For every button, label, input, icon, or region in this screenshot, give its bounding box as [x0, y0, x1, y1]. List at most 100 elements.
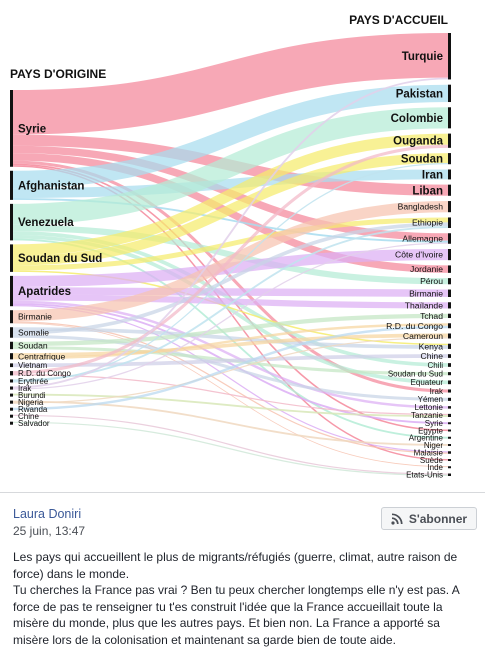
destination-bar-egypte: [448, 429, 451, 432]
origin-bar-afghanistan: [10, 170, 13, 200]
origin-bar-soudan: [10, 341, 13, 350]
origin-bar-venezuela: [10, 203, 13, 241]
flow-apatrides-to-cote-d-ivoire: [12, 249, 449, 288]
destination-label-soudan-du-sud: Soudan du Sud: [388, 369, 443, 378]
follow-button-label: S'abonner: [408, 511, 468, 526]
destination-label-chili: Chili: [427, 361, 443, 370]
destination-bar-ouganda: [448, 133, 451, 148]
destination-label-inde: Inde: [427, 463, 443, 472]
destination-label-thailande: Thaïlande: [405, 300, 443, 310]
destination-label-bangladesh: Bangladesh: [398, 202, 444, 212]
destination-label-jordanie: Jordanie: [410, 264, 443, 274]
destination-bar-turquie: [448, 33, 451, 80]
origin-label-irak: Irak: [18, 384, 32, 393]
destination-label-syrie: Syrie: [425, 419, 444, 428]
origin-label-soudan-du-sud: Soudan du Sud: [18, 253, 102, 265]
origin-bar-vietnam: [10, 363, 13, 368]
origin-label-rwanda: Rwanda: [18, 405, 48, 414]
origin-bar-burundi: [10, 393, 13, 397]
destination-bar-lettonie: [448, 406, 451, 409]
destination-label-lettonie: Lettonie: [415, 403, 444, 412]
flow-rwanda-to-r-d-du-congo: [12, 325, 449, 411]
origin-bar-erythree: [10, 379, 13, 383]
destination-bar-argentine: [448, 436, 451, 439]
destination-label-niger: Niger: [424, 441, 443, 450]
origin-label-r-d-du-congo: R.D. du Congo: [18, 369, 71, 378]
origin-label-birmanie: Birmanie: [18, 312, 52, 322]
flow-layer: [12, 32, 449, 477]
post-date[interactable]: 25 juin, 13:47: [13, 524, 86, 538]
destination-bar-tanzanie: [448, 413, 451, 417]
destination-bar-jordanie: [448, 265, 451, 273]
origin-bar-somalie: [10, 327, 13, 338]
destination-label-cote-d-ivoire: Côte d'Ivoire: [395, 250, 443, 260]
destination-bar-pakistan: [448, 84, 451, 103]
origin-label-chine: Chine: [18, 412, 39, 421]
destination-label-malaisie: Malaisie: [414, 448, 444, 457]
destination-label-liban: Liban: [412, 185, 443, 197]
origin-bar-r-d-du-congo: [10, 371, 13, 376]
flow-apatrides-to-birmanie: [12, 287, 449, 297]
destination-bar-cote-d-ivoire: [448, 249, 451, 261]
destination-label-ethiopie: Ethiopie: [412, 218, 443, 228]
destination-bar-soudan: [448, 153, 451, 165]
flow-salvador-to-etats-unis: [12, 421, 449, 477]
destination-bar-suede: [448, 459, 451, 462]
flow-centrafrique-to-cameroun: [12, 333, 449, 357]
flow-centrafrique-to-r-d-du-congo: [12, 323, 449, 360]
destination-label-chine: Chine: [421, 351, 444, 361]
post-author[interactable]: Laura Doniri: [13, 507, 82, 521]
origin-bar-soudan-du-sud: [10, 244, 13, 272]
flow-r-d-du-congo-to-tanzanie: [12, 374, 449, 416]
destination-bar-soudan-du-sud: [448, 372, 451, 376]
origin-label-somalie: Somalie: [18, 327, 49, 337]
flow-somalie-to-kenya: [12, 327, 449, 349]
origin-label-vietnam: Vietnam: [18, 361, 48, 370]
flow-venezuela-to-colombie: [12, 107, 449, 225]
origin-bar-chine: [10, 414, 13, 418]
destination-bar-syrie: [448, 422, 451, 425]
flow-burundi-to-tanzanie: [12, 393, 449, 417]
destination-header: PAYS D'ACCUEIL: [349, 13, 448, 27]
destination-label-ouganda: Ouganda: [393, 136, 443, 148]
follow-button[interactable]: S'abonner: [381, 507, 477, 530]
destination-label-irak: Irak: [430, 387, 444, 396]
destination-bar-cameroun: [448, 333, 451, 339]
destination-label-soudan: Soudan: [401, 154, 443, 166]
destination-bar-r-d-du-congo: [448, 323, 451, 329]
destination-bar-kenya: [448, 343, 451, 349]
origin-bar-salvador: [10, 421, 13, 425]
destination-label-turquie: Turquie: [402, 51, 443, 63]
destination-bar-iran: [448, 169, 451, 180]
destination-label-yemen: Yémen: [418, 395, 443, 404]
origin-label-nigeria: Nigeria: [18, 398, 44, 407]
flow-nigeria-to-niger: [12, 400, 449, 446]
origin-header: PAYS D'ORIGINE: [10, 67, 106, 81]
destination-label-egypte: Egypte: [418, 426, 443, 435]
destination-label-equateur: Equateur: [411, 378, 444, 387]
flow-soudan-to-tchad: [12, 313, 449, 347]
flow-venezuela-to-perou: [12, 224, 449, 285]
flow-afghanistan-to-pakistan: [12, 84, 449, 189]
destination-bar-tchad: [448, 313, 451, 319]
destination-label-argentine: Argentine: [409, 434, 444, 443]
destination-label-etats-unis: Etats-Unis: [406, 471, 443, 480]
flow-chine-to-etats-unis: [12, 414, 449, 475]
origin-label-venezuela: Venezuela: [18, 217, 74, 229]
origin-label-erythree: Erythrée: [18, 377, 49, 386]
destination-bar-colombie: [448, 107, 451, 129]
destination-label-cameroun: Cameroun: [403, 331, 443, 341]
flow-irak-to-allemagne: [12, 242, 449, 390]
flow-apatrides-to-thailande: [12, 294, 449, 309]
origin-bar-centrafrique: [10, 353, 13, 360]
origin-label-centrafrique: Centrafrique: [18, 351, 66, 361]
destination-bar-thailande: [448, 302, 451, 309]
destination-bar-niger: [448, 444, 451, 447]
destination-bar-birmanie: [448, 289, 451, 297]
origin-label-salvador: Salvador: [18, 419, 50, 428]
sankey-chart: PAYS D'ORIGINE PAYS D'ACCUEIL Syrie Afghani…: [10, 13, 451, 480]
destination-label-suede: Suède: [420, 456, 444, 465]
destination-bar-irak: [448, 389, 451, 393]
origin-label-soudan: Soudan: [18, 340, 48, 350]
